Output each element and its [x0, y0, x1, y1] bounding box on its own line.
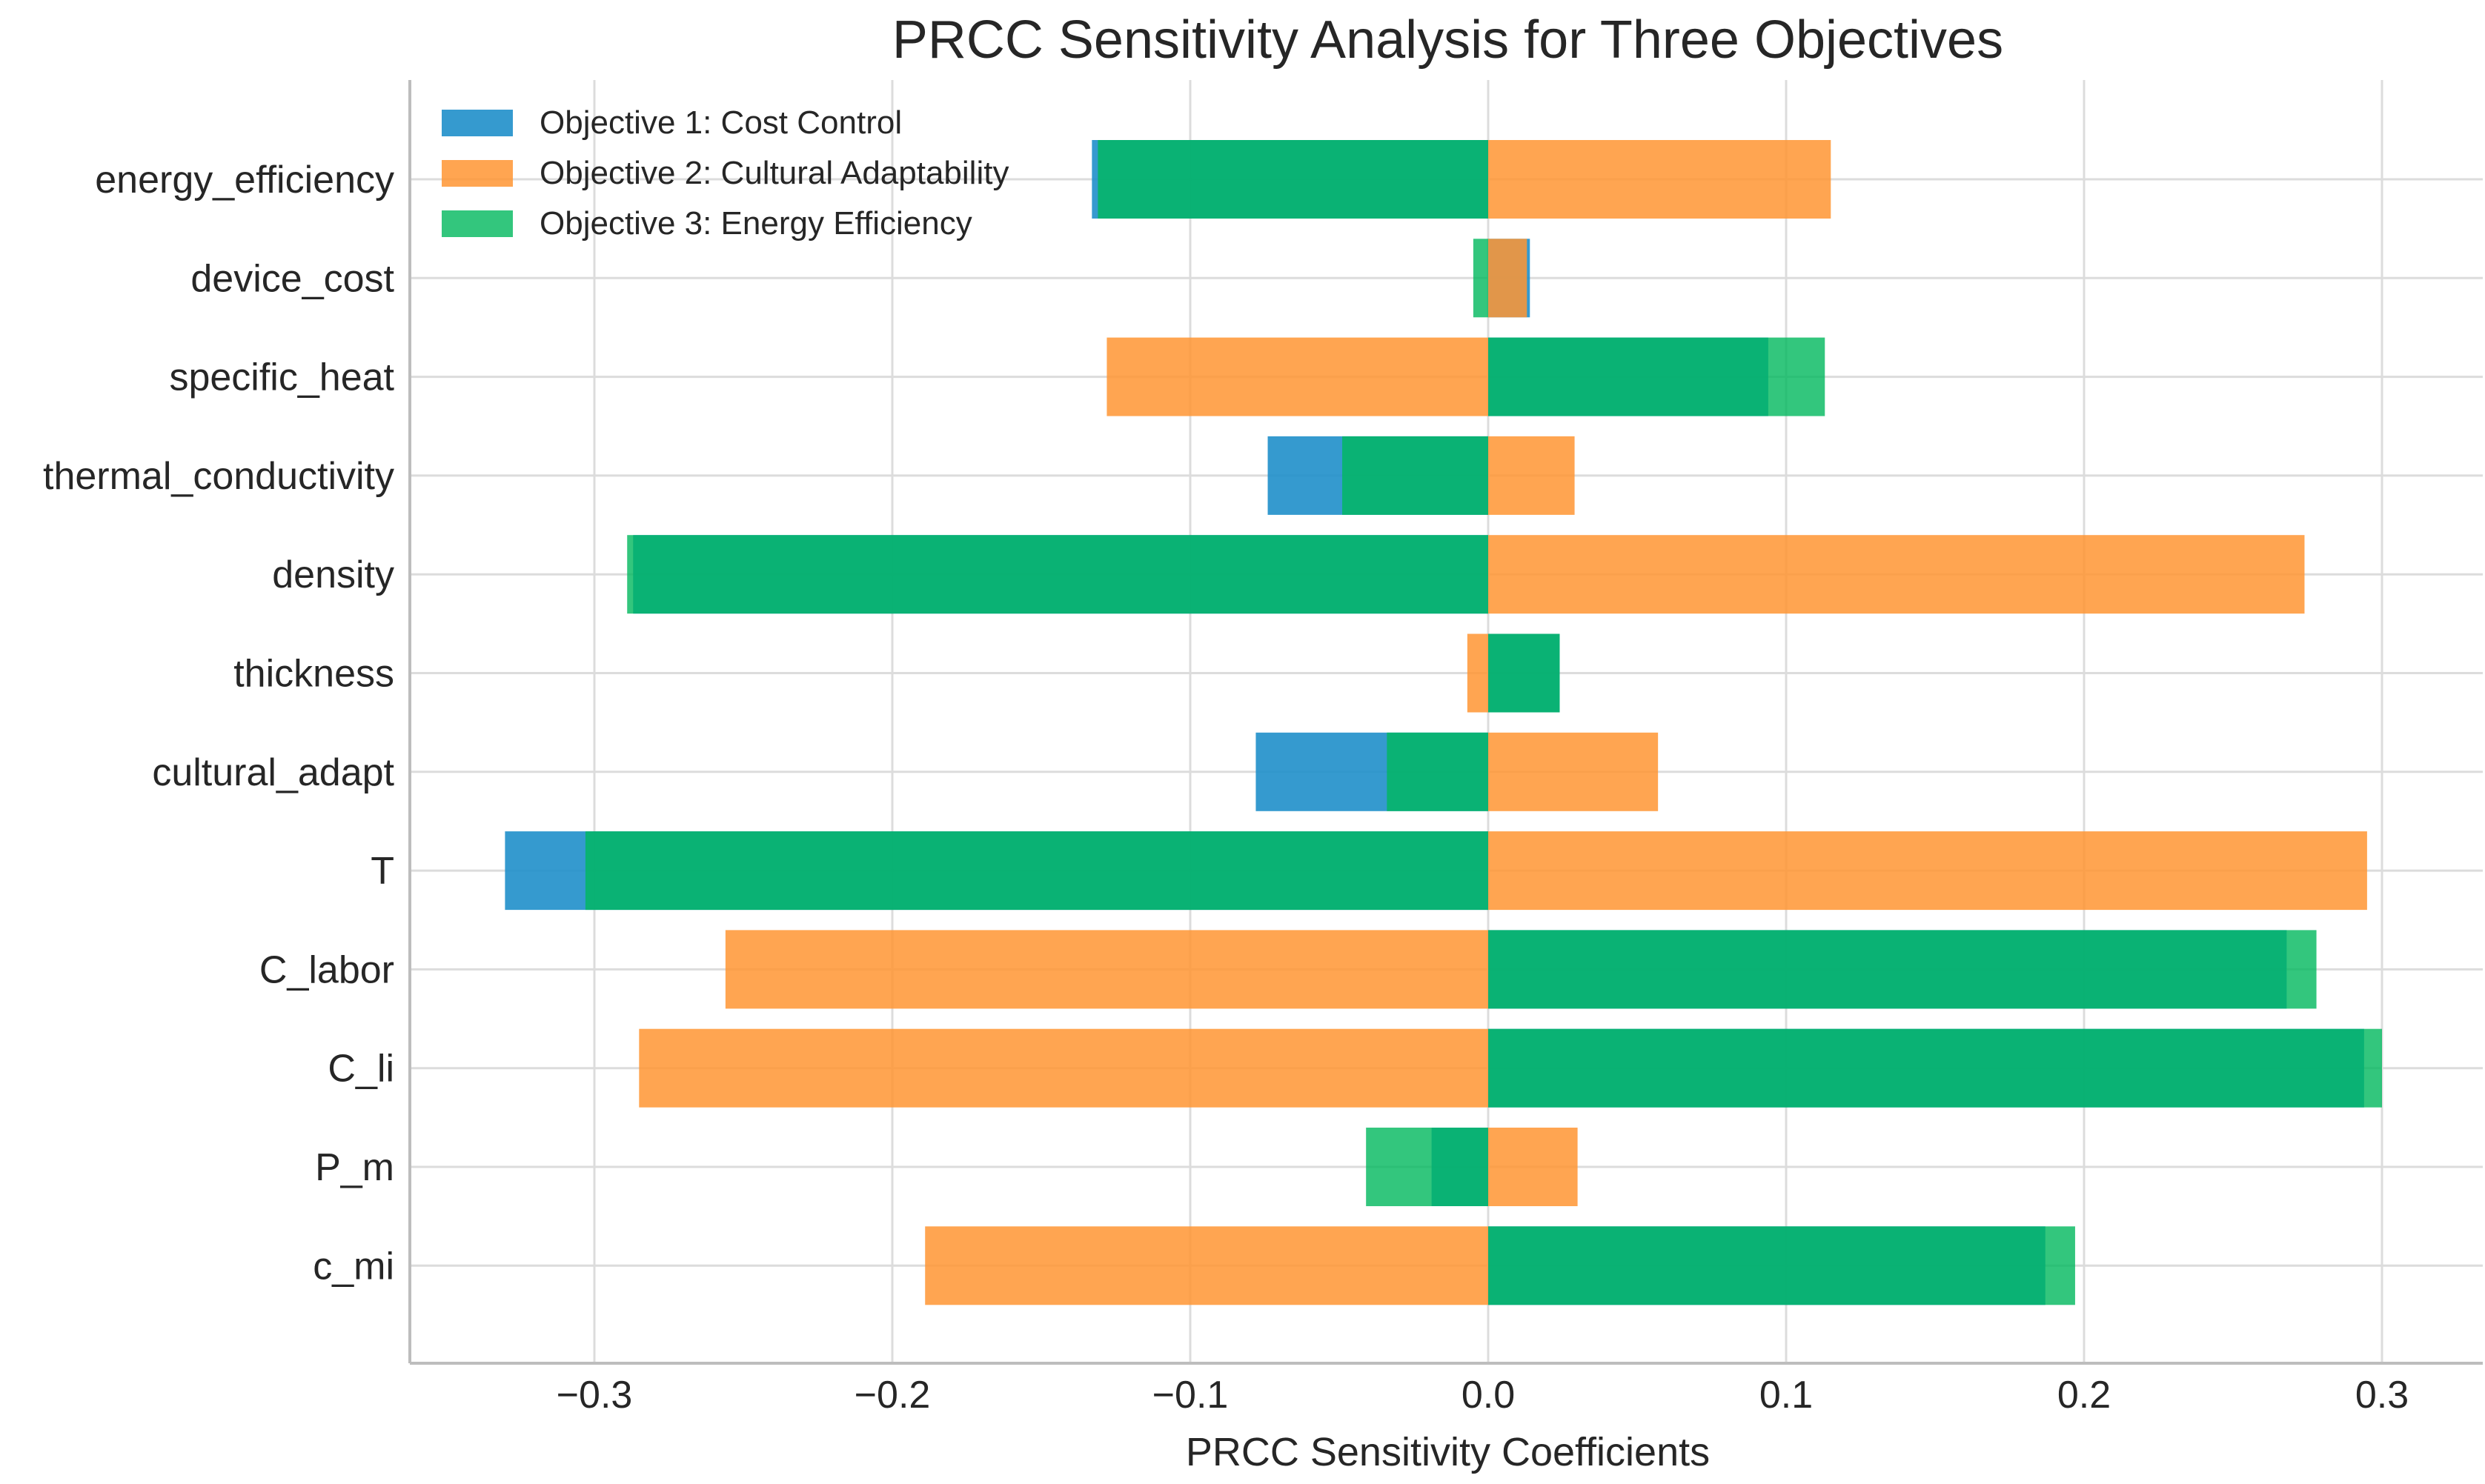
x-tick-label: −0.2: [855, 1374, 931, 1417]
y-tick-label: specific_heat: [169, 356, 394, 399]
x-axis-label: PRCC Sensitivity Coefficients: [1186, 1430, 1710, 1474]
y-tick-label: P_m: [315, 1146, 394, 1189]
y-tick-label: C_labor: [259, 948, 394, 991]
y-tick-label: device_cost: [190, 257, 394, 300]
x-tick-label: 0.2: [2057, 1374, 2111, 1417]
bar-series2-cultural_adapt: [1488, 732, 1659, 811]
y-tick-label: cultural_adapt: [152, 751, 394, 794]
bar-series3-specific_heat: [1488, 337, 1825, 416]
bar-series2-C_li: [639, 1028, 1488, 1108]
bar-series2-c_mi: [925, 1226, 1488, 1305]
x-tick-label: 0.0: [1462, 1374, 1515, 1417]
x-tick-label: 0.1: [1759, 1374, 1813, 1417]
legend-label: Objective 1: Cost Control: [540, 104, 902, 141]
y-tick-label: thickness: [233, 653, 394, 696]
y-tick-label: C_li: [328, 1048, 394, 1091]
bar-series2-device_cost: [1488, 239, 1527, 318]
bar-series3-density: [627, 535, 1488, 614]
bar-series2-T: [1488, 831, 2367, 911]
legend-label: Objective 2: Cultural Adaptability: [540, 155, 1009, 191]
bar-series3-energy_efficiency: [1098, 140, 1488, 219]
bar-series2-P_m: [1488, 1128, 1578, 1206]
y-tick-label: T: [371, 850, 394, 893]
bar-series2-C_labor: [725, 930, 1488, 1009]
bar-series3-device_cost: [1473, 239, 1488, 318]
y-tick-label: density: [272, 553, 394, 596]
bar-series2-density: [1488, 535, 2305, 614]
bar-series3-C_li: [1488, 1028, 2382, 1108]
legend-swatch: [442, 210, 513, 237]
legend-swatch: [442, 160, 513, 187]
y-tick-label: thermal_conductivity: [43, 455, 394, 498]
bar-series2-energy_efficiency: [1488, 140, 1831, 219]
x-tick-label: 0.3: [2355, 1374, 2409, 1417]
y-tick-label: c_mi: [313, 1245, 394, 1288]
legend-label: Objective 3: Energy Efficiency: [540, 205, 972, 242]
bar-series3-thermal_conductivity: [1342, 436, 1488, 515]
bar-series3-C_labor: [1488, 930, 2317, 1009]
x-tick-label: −0.3: [557, 1374, 633, 1417]
chart-title: PRCC Sensitivity Analysis for Three Obje…: [892, 10, 2003, 70]
bar-series2-specific_heat: [1107, 337, 1488, 416]
bar-series2-thermal_conductivity: [1488, 436, 1575, 515]
bar-series3-P_m: [1366, 1128, 1488, 1206]
x-tick-label: −0.1: [1152, 1374, 1229, 1417]
bar-series3-thickness: [1488, 633, 1560, 713]
bar-series3-cultural_adapt: [1387, 732, 1488, 811]
legend: Objective 1: Cost Control Objective 2: Cu…: [442, 104, 1009, 242]
y-tick-label: energy_efficiency: [95, 159, 394, 202]
bar-series2-thickness: [1467, 633, 1488, 713]
bar-series3-c_mi: [1488, 1226, 2075, 1305]
legend-swatch: [442, 110, 513, 136]
bar-layer: [505, 140, 2382, 1305]
axis-layer: −0.3 −0.2 −0.1 0.0 0.1 0.2 0.3 energy_efficienc…: [43, 80, 2483, 1417]
bar-series3-T: [585, 831, 1489, 911]
